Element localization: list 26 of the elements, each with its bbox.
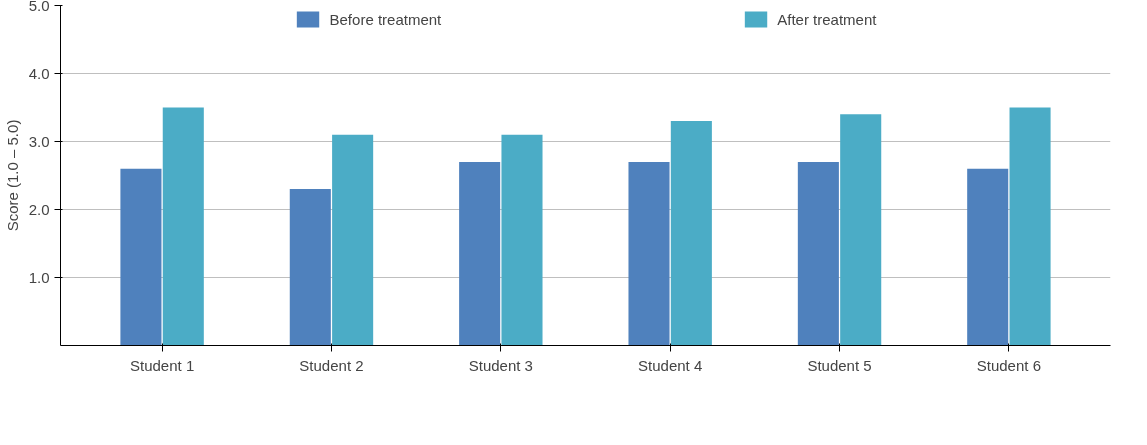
y-tick-label: 2.0 <box>28 200 50 218</box>
x-tick-label: Student 2 <box>299 356 364 374</box>
bar <box>967 168 1009 346</box>
legend-label: After treatment <box>777 9 877 29</box>
x-tick-label: Student 5 <box>807 356 872 374</box>
x-tick-label: Student 4 <box>638 356 703 374</box>
bar <box>332 134 374 346</box>
y-axis-title: Score (1.0 – 5.0) <box>3 119 21 232</box>
bar <box>289 189 331 346</box>
bar <box>840 114 882 346</box>
bar <box>459 161 501 346</box>
bar <box>797 161 839 346</box>
x-tick-label: Student 1 <box>130 356 195 374</box>
legend-label: Before treatment <box>329 9 442 29</box>
y-tick-label: 1.0 <box>28 268 50 286</box>
bar <box>670 121 712 346</box>
y-tick-label: 5.0 <box>28 0 50 14</box>
y-tick-label: 3.0 <box>28 132 50 150</box>
x-tick-label: Student 3 <box>468 356 533 374</box>
bar <box>1009 107 1051 346</box>
bar <box>501 134 543 346</box>
bar <box>162 107 204 346</box>
y-tick-label: 4.0 <box>28 64 50 82</box>
x-tick-label: Student 6 <box>976 356 1041 374</box>
bar <box>628 161 670 346</box>
bar <box>120 168 162 346</box>
